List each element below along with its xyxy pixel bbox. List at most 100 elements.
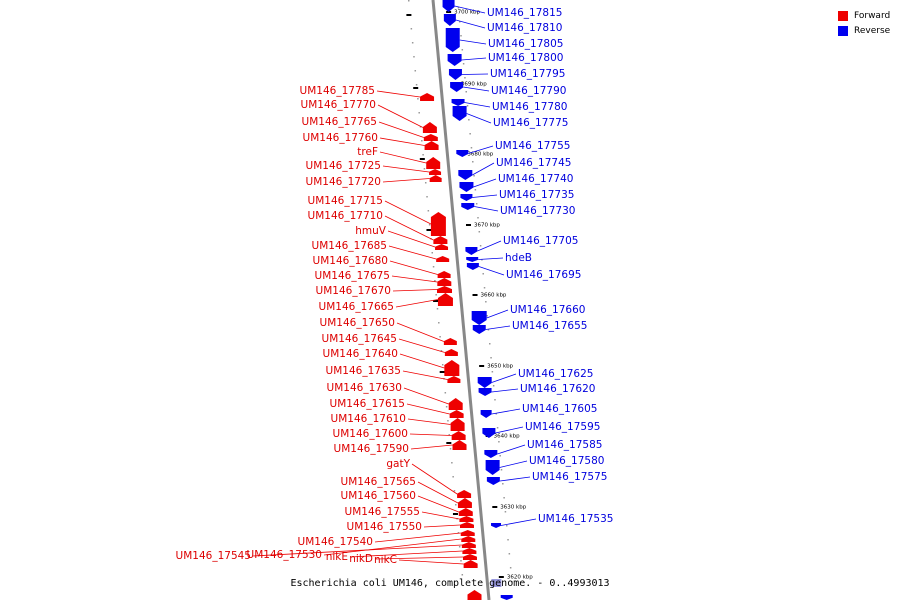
position-dot xyxy=(438,322,440,324)
label-leader-line xyxy=(477,240,502,252)
position-dot xyxy=(464,77,466,79)
position-dot xyxy=(503,497,505,499)
label-leader-line xyxy=(376,90,421,98)
position-dot xyxy=(419,126,422,128)
position-dot xyxy=(479,245,482,247)
forward-gene-feature xyxy=(452,440,467,450)
forward-gene-feature xyxy=(451,431,466,440)
gene-label: UM146_17760 xyxy=(303,132,378,144)
label-leader-line xyxy=(382,178,430,183)
position-dot xyxy=(490,357,492,359)
label-leader-line xyxy=(485,325,511,330)
position-dot xyxy=(474,189,477,191)
gene-label: UM146_17670 xyxy=(316,285,391,297)
forward-gene-feature xyxy=(443,338,457,345)
scale-tick-label: 3670 kbp xyxy=(474,223,500,229)
position-dot xyxy=(495,413,498,415)
label-leader-line xyxy=(474,206,499,212)
gene-label: UM146_17560 xyxy=(341,490,416,502)
gene-label: UM146_17675 xyxy=(315,270,390,282)
forward-gene-feature xyxy=(461,536,476,542)
position-dots xyxy=(408,0,513,583)
label-leader-line xyxy=(459,39,487,45)
gene-label: UM146_17640 xyxy=(323,348,398,360)
legend-reverse-swatch xyxy=(838,25,848,36)
position-dot xyxy=(445,406,448,408)
position-dot xyxy=(408,0,410,2)
label-leader-line xyxy=(402,370,448,380)
label-leader-line xyxy=(417,481,459,504)
scale-tick xyxy=(479,365,485,367)
position-dot xyxy=(427,210,430,212)
reverse-gene-feature xyxy=(443,14,456,26)
forward-gene-feature xyxy=(450,418,465,431)
position-dot xyxy=(440,350,443,352)
gene-label: UM146_17545 xyxy=(176,550,251,562)
label-leader-line xyxy=(406,403,450,415)
scale-tick xyxy=(426,229,432,231)
forward-gene-feature xyxy=(435,244,449,250)
label-leader-line xyxy=(398,338,446,353)
reverse-gene-feature xyxy=(484,450,498,458)
position-dot xyxy=(452,476,454,478)
reverse-gene-feature xyxy=(466,263,479,270)
reverse-gene-feature xyxy=(491,523,502,528)
position-dot xyxy=(491,371,494,373)
gene-label: UM146_17530 xyxy=(247,549,322,561)
label-leader-line xyxy=(374,556,463,560)
gene-features xyxy=(420,0,513,600)
position-dot xyxy=(436,308,439,310)
reverse-gene-feature xyxy=(485,460,500,475)
label-leader-line xyxy=(379,137,425,146)
position-dot xyxy=(489,343,491,345)
gene-label: UM146_17535 xyxy=(538,513,613,525)
position-dot xyxy=(485,301,487,303)
gene-label: UM146_17605 xyxy=(522,403,597,415)
reverse-gene-feature xyxy=(480,410,492,418)
position-dot xyxy=(449,448,452,450)
legend-forward-label: Forward xyxy=(854,10,891,21)
label-leader-line xyxy=(454,5,486,14)
gene-label: gatY xyxy=(386,458,410,470)
gene-label: UM146_17780 xyxy=(492,101,567,113)
scale-tick xyxy=(498,576,504,578)
label-leader-line xyxy=(455,19,486,29)
reverse-gene-feature xyxy=(456,150,469,157)
position-dot xyxy=(507,539,509,541)
forward-gene-feature xyxy=(424,141,439,150)
reverse-gene-feature xyxy=(500,595,513,600)
label-leader-line xyxy=(472,194,498,198)
forward-gene-feature xyxy=(436,256,450,262)
scale-tick xyxy=(452,513,458,515)
position-dot xyxy=(500,469,503,471)
forward-gene-feature xyxy=(420,93,435,101)
position-dot xyxy=(441,364,444,366)
legend: Forward Reverse xyxy=(838,8,890,38)
gene-label: UM146_17810 xyxy=(487,22,562,34)
genome-caption: Escherichia coli UM146, complete genome.… xyxy=(290,578,610,589)
gene-label: nikC xyxy=(374,554,397,566)
label-leader-line xyxy=(466,113,492,124)
forward-gene-feature xyxy=(437,278,452,286)
gene-label: UM146_17755 xyxy=(495,140,570,152)
label-leader-line xyxy=(468,145,494,154)
position-dot xyxy=(511,581,513,583)
forward-gene-feature xyxy=(462,554,477,560)
position-dot xyxy=(455,504,457,506)
forward-gene-feature xyxy=(422,122,437,133)
position-dot xyxy=(422,154,424,156)
position-dot xyxy=(502,483,504,485)
position-dot xyxy=(410,28,413,30)
position-dot xyxy=(461,574,464,576)
position-dot xyxy=(432,266,435,268)
label-leader-line xyxy=(486,309,509,319)
scale-tick xyxy=(446,442,452,444)
forward-gene-feature xyxy=(459,516,474,522)
position-dot xyxy=(424,182,427,184)
forward-gene-feature xyxy=(437,271,451,278)
position-dot xyxy=(451,462,453,464)
label-leader-line xyxy=(478,257,504,260)
position-dot xyxy=(477,217,479,219)
gene-label: UM146_17540 xyxy=(298,536,373,548)
forward-gene-feature xyxy=(462,548,477,554)
